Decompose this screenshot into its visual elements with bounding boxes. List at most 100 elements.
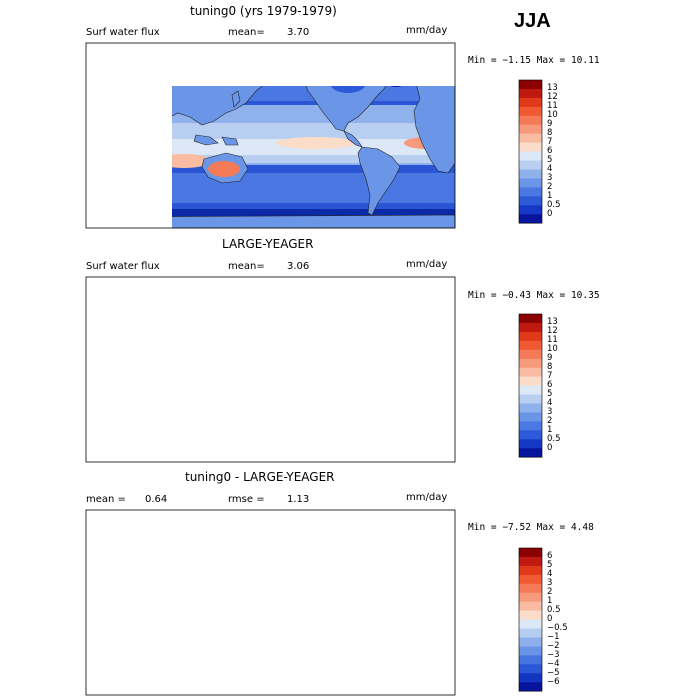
panel-3-colorbar-tick-label: 2 [547, 587, 553, 598]
panel-3-colorbar-swatch [519, 592, 542, 602]
panel-1-colorbar-tick-label: 5 [547, 155, 553, 166]
panel-3-colorbar-tick-label: 5 [547, 560, 553, 571]
panel-1-colorbar-swatch [519, 196, 542, 206]
panel-3-colorbar-swatch [519, 610, 542, 620]
panel-2-colorbar-tick-label: 7 [547, 371, 553, 382]
panel-1-colorbar-tick-label: 11 [547, 101, 558, 112]
panel-3-colorbar-tick-label: 6 [547, 551, 553, 562]
panel-3-colorbar-frame [518, 547, 543, 692]
panel-2-colorbar-swatch [519, 314, 542, 324]
panel-3-colorbar-tick-label: −3 [547, 649, 560, 660]
panel-3-mean-label: mean = [86, 494, 126, 505]
panel-3-colorbar-swatch [519, 646, 542, 656]
panel-3-colorbar-tick-label: 1 [547, 596, 553, 607]
panel-2-colorbar-tick-label: 1 [547, 424, 553, 435]
panel-1-colorbar-tick-label: 8 [547, 128, 553, 139]
panel-3-colorbar-swatch [519, 673, 542, 683]
panel-2-colorbar-tick-label: 4 [547, 398, 553, 408]
panel-3-colorbar-swatch [519, 637, 542, 647]
panel-2-colorbar-tick-label: 8 [547, 362, 553, 373]
panel-2-mean-label: mean= [228, 261, 265, 272]
panel-3-colorbar-swatch [519, 548, 542, 558]
panel-1-colorbar-tick-label: 9 [547, 119, 553, 130]
panel-2-units: mm/day [406, 259, 448, 270]
panel-2-colorbar-swatch [519, 439, 542, 449]
panel-2-colorbar-swatch [519, 358, 542, 368]
panel-2-colorbar-swatch [519, 385, 542, 395]
panel-3-colorbar-swatch [519, 655, 542, 665]
panel-3-colorbar-tick-label: −2 [547, 640, 560, 651]
panel-1-colorbar-swatch [519, 214, 542, 224]
panel-3-colorbar-tick-label: −0.5 [547, 623, 568, 634]
panel-3-colorbar-swatch [519, 583, 542, 594]
panel-2-colorbar-tick-label: 2 [547, 415, 553, 426]
panel-2-colorbar-swatch [519, 412, 542, 422]
panel-1-colorbar-swatch [519, 160, 542, 170]
panel-1-colorbar-tick-label: 3 [547, 172, 553, 183]
panel-1-colorbar-swatch [519, 169, 542, 179]
panel-2-colorbar-swatch [519, 331, 542, 342]
panel-2-colorbar-swatch [519, 340, 542, 351]
panel-2-colorbar-tick-label: 11 [547, 335, 558, 346]
panel-1-colorbar-swatch [519, 151, 542, 161]
panel-1-colorbar-tick-label: 12 [547, 92, 558, 103]
panel-2-colorbar-tick-label: 12 [547, 326, 558, 337]
panel-1-colorbar-swatch [519, 124, 542, 134]
panel-1-colorbar-tick-label: 1 [547, 190, 553, 201]
panel-1-colorbar-tick-label: 4 [547, 164, 553, 174]
panel-1-colorbar-tick-label: 2 [547, 181, 553, 192]
panel-1-colorbar-swatch [519, 106, 542, 117]
panel-2-colorbar-swatch [519, 448, 542, 458]
panel-2-colorbar-swatch [519, 421, 542, 431]
panel-2-colorbar-tick-label: 10 [547, 344, 558, 355]
panel-1-colorbar-frame [518, 79, 543, 224]
panel-3-colorbar-swatch [519, 574, 542, 585]
panel-2-variable-label: Surf water flux [86, 261, 160, 272]
panel-3-units: mm/day [406, 492, 448, 503]
panel-3-colorbar-tick-label: 3 [547, 578, 553, 589]
panel-2-colorbar-frame [518, 313, 543, 458]
panel-2-colorbar-swatch [519, 322, 542, 333]
panel-1-colorbar-tick-label: 0.5 [547, 199, 561, 210]
panel-1-colorbar-tick-label: 0 [547, 208, 553, 219]
panel-3-minmax: Min = −7.52 Max = 4.48 [468, 522, 594, 533]
panel-2-title: LARGE-YEAGER [222, 237, 314, 251]
panel-3-colorbar-swatch [519, 628, 542, 638]
panel-3-colorbar-swatch [519, 601, 542, 611]
season-label: JJA [514, 10, 551, 32]
panel-1-colorbar-tick-label: 6 [547, 146, 553, 157]
panel-2-mean-value: 3.06 [287, 261, 310, 272]
panel-1-colorbar-swatch [519, 178, 542, 188]
panel-3-colorbar-tick-label: 0 [547, 614, 553, 625]
panel-2-colorbar-tick-label: 5 [547, 389, 553, 400]
panel-2-colorbar-tick-label: 0 [547, 442, 553, 453]
panel-2-minmax: Min = −0.43 Max = 10.35 [468, 290, 600, 301]
panel-1-colorbar-swatch [519, 133, 542, 143]
panel-1-colorbar-swatch [519, 115, 542, 126]
panel-2-colorbar-swatch [519, 403, 542, 413]
panel-2-colorbar-tick-label: 6 [547, 380, 553, 391]
panel-3-colorbar-tick-label: 0.5 [547, 605, 561, 616]
panel-1-colorbar-swatch [519, 142, 542, 152]
panel-3-colorbar-swatch [519, 682, 542, 692]
panel-2-colorbar-tick-label: 13 [547, 317, 558, 328]
panel-2-colorbar-swatch [519, 430, 542, 440]
panel-2-colorbar-tick-label: 3 [547, 406, 553, 417]
panel-3-colorbar-swatch [519, 556, 542, 567]
panel-3-rmse-value: 1.13 [287, 494, 310, 505]
panel-2-colorbar-swatch [519, 367, 542, 377]
panel-3-title: tuning0 - LARGE-YEAGER [185, 470, 335, 484]
panel-3-colorbar-tick-label: −6 [547, 676, 560, 687]
panel-1-colorbar-swatch [519, 88, 542, 99]
panel-1-units: mm/day [406, 25, 448, 36]
panel-1-colorbar-tick-label: 7 [547, 137, 553, 148]
panel-1-colorbar-tick-label: 13 [547, 83, 558, 94]
panel-2-colorbar-swatch [519, 349, 542, 360]
panel-2-colorbar-swatch [519, 394, 542, 404]
panel-1-title: tuning0 (yrs 1979-1979) [190, 4, 337, 18]
panel-1-colorbar-swatch [519, 80, 542, 90]
panel-1-colorbar-swatch [519, 205, 542, 215]
panel-3-colorbar-swatch [519, 619, 542, 629]
panel-1-mean-value: 3.70 [287, 27, 310, 38]
